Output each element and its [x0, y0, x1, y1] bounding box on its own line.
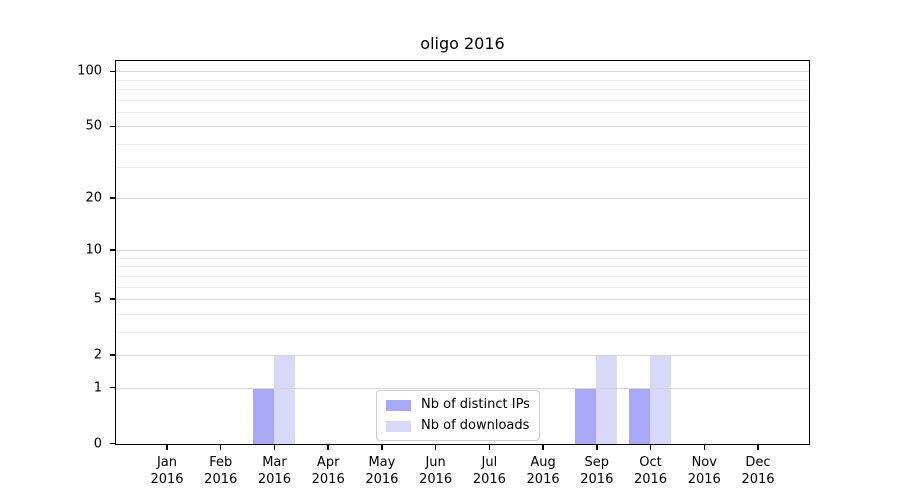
x-tick-label: Dec 2016	[741, 455, 775, 487]
gridline-major	[116, 299, 809, 300]
x-tick-label: Feb 2016	[204, 455, 238, 487]
y-tick-mark	[110, 442, 115, 445]
y-tick-label: 50	[85, 118, 102, 134]
bar-distinct-ips	[252, 388, 274, 444]
gridline-minor	[116, 111, 809, 113]
x-tick-label: Nov 2016	[687, 455, 721, 487]
gridline-major	[116, 250, 809, 252]
y-tick-label: 20	[85, 190, 102, 206]
y-tick-mark	[110, 70, 115, 73]
x-tick-label: Jan 2016	[150, 455, 184, 487]
legend-label-distinct-ips: Nb of distinct IPs	[421, 397, 530, 412]
y-tick-mark	[110, 386, 115, 389]
x-tick-label: Jul 2016	[472, 455, 506, 487]
gridline-minor	[116, 275, 809, 277]
x-tick-mark	[542, 445, 544, 450]
x-tick-mark	[434, 445, 437, 450]
gridline-minor	[116, 331, 809, 333]
legend-label-downloads: Nb of downloads	[421, 418, 530, 433]
gridline-minor	[116, 89, 809, 91]
y-tick-mark	[110, 354, 115, 356]
y-tick-label: 5	[93, 291, 102, 307]
y-tick-mark	[110, 125, 115, 128]
x-tick-mark	[381, 445, 383, 450]
gridline-minor	[116, 166, 809, 168]
gridline-minor	[116, 286, 809, 288]
gridline-major	[116, 126, 809, 128]
x-tick-mark	[219, 445, 222, 450]
x-tick-label: May 2016	[365, 455, 399, 487]
x-tick-mark	[649, 445, 652, 450]
legend-swatch-downloads	[386, 420, 411, 432]
gridline-minor	[116, 257, 809, 259]
x-tick-mark	[757, 445, 759, 450]
x-tick-mark	[166, 445, 168, 450]
y-tick-label: 100	[77, 63, 102, 79]
x-tick-label: Apr 2016	[311, 455, 345, 487]
gridline-minor	[116, 143, 809, 145]
x-tick-mark	[327, 445, 329, 450]
gridline-minor	[116, 266, 809, 268]
bar-downloads	[650, 355, 672, 444]
legend: Nb of distinct IPs Nb of downloads	[376, 390, 540, 441]
plot-area: Nb of distinct IPs Nb of downloads	[115, 60, 810, 445]
gridline-major	[116, 387, 809, 389]
x-tick-mark	[703, 445, 706, 450]
x-tick-mark	[273, 445, 276, 450]
bar-downloads	[273, 355, 295, 444]
gridline-minor	[116, 313, 809, 315]
y-tick-mark	[110, 298, 115, 300]
y-tick-label: 0	[93, 436, 102, 451]
y-tick-label: 2	[93, 347, 102, 363]
x-tick-label: Oct 2016	[633, 455, 668, 487]
x-tick-mark	[596, 445, 598, 450]
bar-distinct-ips	[575, 388, 597, 444]
gridline-minor	[116, 79, 809, 81]
legend-item-downloads: Nb of downloads	[386, 418, 530, 434]
x-axis: Jan 2016 Feb 2016 Mar 2016 Apr 2016 May 2016…	[117, 445, 809, 500]
bar-downloads	[596, 355, 618, 444]
y-tick-mark	[110, 249, 115, 251]
gridline-minor	[116, 99, 809, 101]
y-tick-mark	[110, 197, 115, 199]
x-tick-label: Mar 2016	[257, 455, 291, 487]
gridline-major	[116, 71, 809, 73]
y-axis: 0 1 2 5 10 20 50 100	[0, 62, 115, 451]
y-tick-label: 1	[93, 380, 102, 396]
x-tick-label: Aug 2016	[526, 455, 560, 487]
x-tick-mark	[488, 445, 491, 450]
gridline-major	[116, 197, 809, 199]
bar-distinct-ips	[629, 388, 651, 444]
legend-swatch-distinct-ips	[386, 399, 411, 411]
chart-title: oligo 2016	[420, 34, 505, 53]
legend-item-distinct-ips: Nb of distinct IPs	[386, 397, 530, 413]
gridline-major	[116, 354, 809, 356]
x-tick-label: Jun 2016	[419, 455, 453, 487]
x-tick-label: Sep 2016	[580, 455, 614, 487]
y-tick-label: 10	[85, 242, 102, 258]
